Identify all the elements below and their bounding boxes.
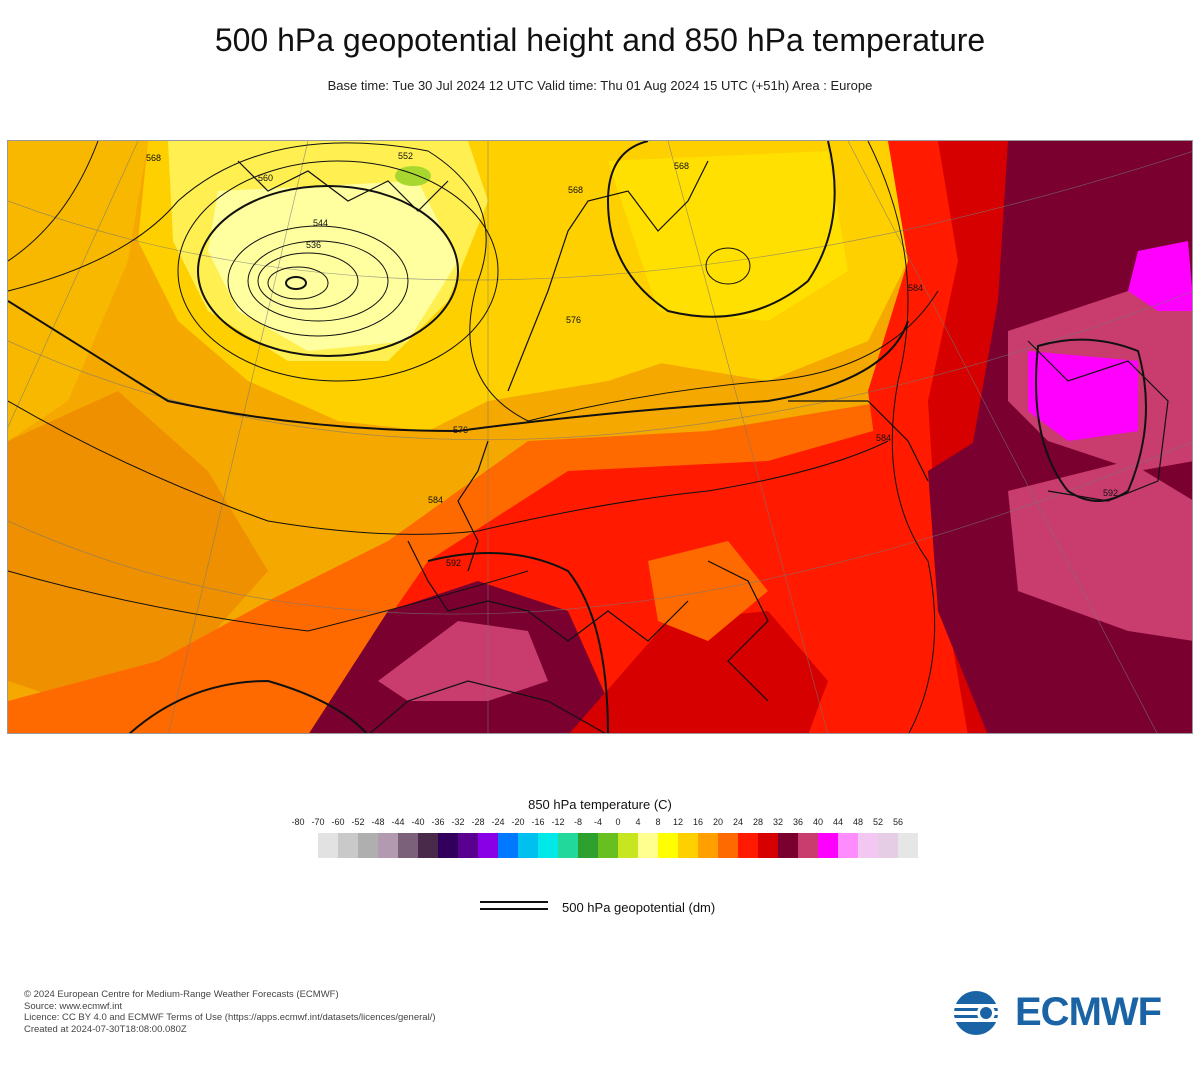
contour-label: 576 bbox=[566, 315, 581, 325]
legend-tick: 44 bbox=[832, 817, 843, 827]
contour-label: 584 bbox=[876, 433, 891, 443]
legend-tick: -52 bbox=[351, 817, 365, 827]
legend-tick: 20 bbox=[712, 817, 723, 827]
legend-swatch bbox=[358, 833, 378, 858]
footer-line: Created at 2024-07-30T18:08:00.080Z bbox=[24, 1023, 187, 1035]
legend-swatch bbox=[638, 833, 658, 858]
contour-label: 568 bbox=[674, 161, 689, 171]
legend-tick: 52 bbox=[872, 817, 883, 827]
legend-swatch bbox=[778, 833, 798, 858]
footer-line: © 2024 European Centre for Medium-Range … bbox=[24, 989, 339, 1000]
legend-swatch bbox=[498, 833, 518, 858]
legend-tick: -16 bbox=[531, 817, 545, 827]
legend-tick: -24 bbox=[491, 817, 505, 827]
legend-swatch bbox=[538, 833, 558, 858]
legend-swatch bbox=[718, 833, 738, 858]
legend-tick: -36 bbox=[431, 817, 445, 827]
footer-line: Source: www.ecmwf.int bbox=[24, 1000, 123, 1012]
forecast-map: 568 560 552 544 536 576 584 592 568 584 … bbox=[7, 140, 1193, 734]
legend-swatch bbox=[438, 833, 458, 858]
legend-swatch bbox=[458, 833, 478, 858]
contour-label: 536 bbox=[306, 240, 321, 250]
legend-tick: -48 bbox=[371, 817, 385, 827]
legend-tick: -70 bbox=[311, 817, 325, 827]
contour-label: 552 bbox=[398, 151, 413, 161]
legend-swatch bbox=[558, 833, 578, 858]
legend-tick: -32 bbox=[451, 817, 465, 827]
legend-tick: 16 bbox=[692, 817, 703, 827]
footer-line: Licence: CC BY 4.0 and ECMWF Terms of Us… bbox=[24, 1012, 436, 1024]
legend-tick: 40 bbox=[812, 817, 823, 827]
legend-tick: -80 bbox=[291, 817, 305, 827]
contour-label: 560 bbox=[258, 173, 273, 183]
legend-swatch bbox=[758, 833, 778, 858]
legend-swatch bbox=[878, 833, 898, 858]
legend-swatch bbox=[658, 833, 678, 858]
legend-swatch bbox=[798, 833, 818, 858]
contour-line-sample bbox=[480, 901, 548, 911]
legend-tick: -4 bbox=[593, 817, 602, 827]
legend-tick: 12 bbox=[672, 817, 683, 827]
legend-swatch bbox=[378, 833, 398, 858]
legend-tick: 56 bbox=[892, 817, 903, 827]
legend-swatch bbox=[418, 833, 438, 858]
legend-swatch bbox=[318, 833, 338, 858]
legend-swatch bbox=[898, 833, 918, 858]
legend-tick: 8 bbox=[655, 817, 661, 827]
page-title: 500 hPa geopotential height and 850 hPa … bbox=[214, 22, 986, 58]
legend-swatch bbox=[838, 833, 858, 858]
legend-swatch bbox=[818, 833, 838, 858]
legend-swatch bbox=[518, 833, 538, 858]
contour-label: 592 bbox=[1103, 488, 1118, 498]
legend-tick: -8 bbox=[573, 817, 582, 827]
legend-tick: 0 bbox=[615, 817, 621, 827]
legend-tick: -60 bbox=[331, 817, 345, 827]
map-canvas: 568 560 552 544 536 576 584 592 568 584 … bbox=[8, 141, 1192, 733]
legend-swatch bbox=[398, 833, 418, 858]
contour-label: 568 bbox=[146, 153, 161, 163]
legend-swatch bbox=[858, 833, 878, 858]
legend-tick: 24 bbox=[732, 817, 743, 827]
legend-swatch bbox=[338, 833, 358, 858]
legend-tick: -20 bbox=[511, 817, 525, 827]
contour-label: 584 bbox=[428, 495, 443, 505]
ecmwf-logo-icon bbox=[953, 991, 1009, 1035]
legend-tick: -12 bbox=[551, 817, 565, 827]
page-subtitle: Base time: Tue 30 Jul 2024 12 UTC Valid … bbox=[327, 78, 873, 93]
legend-swatch bbox=[698, 833, 718, 858]
legend-tick: 4 bbox=[635, 817, 641, 827]
legend-colorbar bbox=[318, 833, 918, 858]
legend-swatch bbox=[738, 833, 758, 858]
contour-label: 576 bbox=[453, 425, 468, 435]
legend-title: 850 hPa temperature (C) bbox=[528, 797, 672, 812]
contour-legend: 500 hPa geopotential (dm) bbox=[480, 899, 780, 919]
legend-swatch bbox=[578, 833, 598, 858]
legend-tick: 36 bbox=[792, 817, 803, 827]
legend-swatch bbox=[478, 833, 498, 858]
contour-label: 592 bbox=[446, 558, 461, 568]
legend-tick: -40 bbox=[411, 817, 425, 827]
contour-label: 544 bbox=[313, 218, 328, 228]
ecmwf-wordmark: ECMWF bbox=[1015, 990, 1162, 1034]
legend-ticks: -80 -70 -60 -52 -48 -44 -40 -36 -32 -28 -24 -20 -16-… bbox=[288, 817, 918, 829]
contour-label: 568 bbox=[568, 185, 583, 195]
legend-tick: 28 bbox=[752, 817, 763, 827]
legend-tick: 32 bbox=[772, 817, 783, 827]
legend-swatch bbox=[618, 833, 638, 858]
footer-credits: © 2024 European Centre for Medium-Range … bbox=[24, 989, 436, 1035]
legend-tick: 48 bbox=[852, 817, 863, 827]
legend-swatch bbox=[678, 833, 698, 858]
legend-tick: -44 bbox=[391, 817, 405, 827]
contour-label: 584 bbox=[908, 283, 923, 293]
legend-tick: -28 bbox=[471, 817, 485, 827]
contour-legend-label: 500 hPa geopotential (dm) bbox=[562, 900, 716, 915]
ecmwf-logo: ECMWF bbox=[953, 990, 1183, 1036]
legend-swatch bbox=[598, 833, 618, 858]
